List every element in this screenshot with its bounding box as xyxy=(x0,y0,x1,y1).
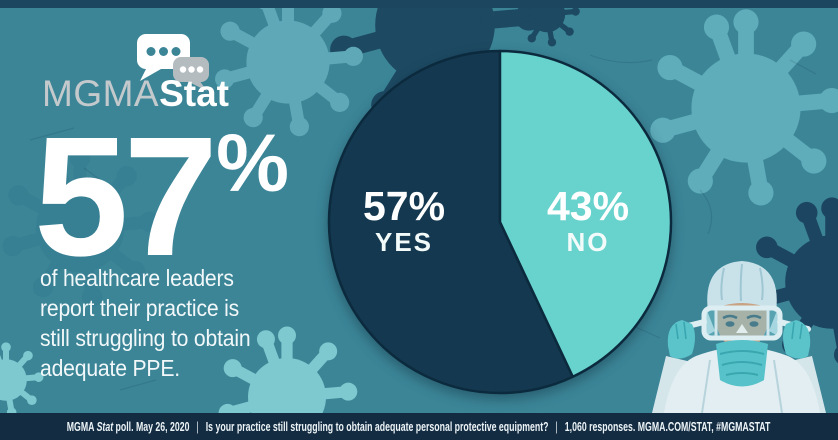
footer-source-brand: MGMA xyxy=(67,419,98,434)
headline-stat-percent: % xyxy=(216,118,290,209)
logo-text-stat: Stat xyxy=(159,73,230,114)
pie-label-yes-value: 57% xyxy=(363,183,445,229)
worker-glove-right-fingers xyxy=(791,321,803,340)
description-line: still struggling to obtain xyxy=(40,325,251,351)
worker-mask-folds xyxy=(719,350,765,376)
pie-labels: 57% YES 43% NO xyxy=(363,183,629,257)
footer-separator: | xyxy=(196,419,200,434)
worker-glove-left-fingers xyxy=(675,321,687,340)
footer-bar: MGMA Stat poll. May 26, 2020 | Is your p… xyxy=(0,413,838,440)
grunge-texture xyxy=(699,59,817,235)
worker-glove-right xyxy=(783,320,811,359)
worker-goggles-dividers xyxy=(714,310,770,336)
worker-glove-left xyxy=(667,320,695,359)
worker-eye-right xyxy=(749,321,759,327)
worker-gown-folds xyxy=(701,359,783,413)
footer-source-brand-italic: Stat xyxy=(97,419,114,434)
worker-cap-folds xyxy=(720,263,764,302)
worker-mask xyxy=(716,340,768,387)
pie-chart: 57% YES 43% NO xyxy=(327,49,673,395)
footer-text: MGMA Stat poll. May 26, 2020 | Is your p… xyxy=(67,420,771,434)
top-accent-strip xyxy=(0,0,838,8)
worker-cap xyxy=(707,261,777,312)
pie-slice-no xyxy=(498,49,673,378)
logo-text-mgma: MGMA xyxy=(42,73,160,114)
grunge-texture xyxy=(119,149,269,391)
footer-source: MGMA Stat poll. May 26, 2020 xyxy=(67,420,190,434)
description-line: adequate PPE. xyxy=(40,355,180,381)
worker-goggles-lens xyxy=(706,310,778,336)
logo-wordmark: MGMAStat xyxy=(42,74,229,114)
description-line: report their practice is xyxy=(40,295,240,321)
grunge-texture xyxy=(29,127,115,191)
worker-eye-left xyxy=(725,321,735,327)
mgma-stat-logo: MGMAStat xyxy=(42,30,272,122)
footer-responses: 1,060 responses. MGMA.COM/STAT, #MGMASTA… xyxy=(565,419,771,434)
virus-icon xyxy=(0,342,43,417)
worker-goggles-nosepiece xyxy=(736,324,748,333)
speech-bubbles-icon xyxy=(137,34,209,91)
footer-source-rest: poll. May 26, 2020 xyxy=(113,419,190,434)
headline-stat-value: 57 xyxy=(34,102,218,292)
pie-label-yes: YES xyxy=(375,227,433,257)
healthcare-worker-illustration xyxy=(652,261,826,413)
pie-label-no-value: 43% xyxy=(547,183,629,229)
footer-separator: | xyxy=(556,419,559,434)
pie-label-no: NO xyxy=(567,227,610,257)
pie-slice-yes xyxy=(327,49,575,395)
headline-stat: 57% xyxy=(34,112,289,282)
headline-description: of healthcare leaders report their pract… xyxy=(40,263,251,383)
description-line: of healthcare leaders xyxy=(40,265,234,291)
footer-question: Is your practice still struggling to obt… xyxy=(206,419,550,434)
worker-eyebrows xyxy=(722,314,762,320)
